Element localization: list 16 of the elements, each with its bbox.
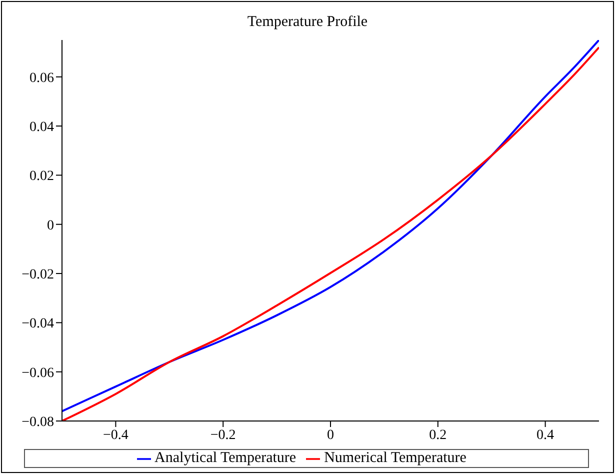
y-tick-label: 0.06: [30, 70, 54, 86]
x-tick-label: 0: [327, 428, 334, 443]
y-tick-label: −0.04: [22, 316, 54, 332]
y-tick-label: 0.04: [30, 120, 54, 135]
x-tick-label: −0.2: [210, 428, 236, 443]
y-tick-label: 0: [47, 218, 54, 234]
y-tick-label: −0.02: [22, 267, 54, 282]
y-tick-label: −0.06: [22, 366, 54, 381]
chart-title: Temperature Profile: [246, 14, 369, 31]
x-tick-label: 0.4: [536, 428, 554, 443]
x-tick-label: −0.4: [102, 428, 128, 443]
legend-label: Analytical Temperature: [154, 450, 296, 466]
y-tick-label: −0.08: [22, 414, 54, 430]
y-tick-label: 0.02: [30, 169, 54, 184]
x-tick-label: 0.2: [429, 428, 447, 443]
legend-label: Numerical Temperature: [324, 450, 466, 466]
